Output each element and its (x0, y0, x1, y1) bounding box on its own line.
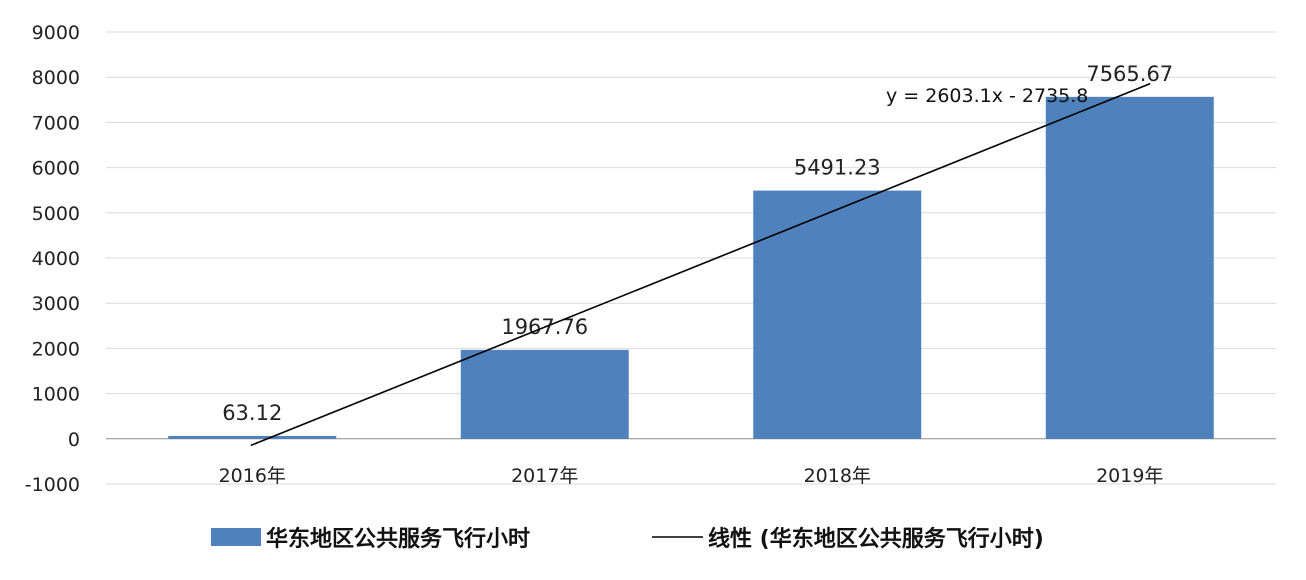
y-tick-label: 9000 (32, 22, 80, 44)
y-axis-tick-labels: -1000 0 1000 2000 3000 4000 5000 6000 7000 8000 90… (25, 22, 80, 496)
y-tick-label: 2000 (32, 338, 80, 360)
y-tick-label: 0 (68, 429, 80, 451)
y-tick-label: 6000 (32, 158, 80, 180)
x-axis-category-labels: 2016年 2017年 2018年 2019年 (219, 465, 1164, 487)
trendline (250, 82, 1151, 447)
legend-bar-label: 华东地区公共服务飞行小时 (266, 526, 530, 552)
bar (753, 190, 922, 439)
x-tick-label: 2017年 (511, 465, 578, 487)
y-tick-label: 5000 (32, 203, 80, 225)
bar (460, 349, 629, 439)
legend-bar-swatch (211, 528, 261, 546)
data-label: 63.12 (222, 401, 282, 425)
bar-series (168, 96, 1214, 439)
legend: 华东地区公共服务飞行小时 线性 (华东地区公共服务飞行小时) (211, 526, 1044, 552)
x-tick-label: 2019年 (1096, 465, 1163, 487)
x-tick-label: 2016年 (219, 465, 286, 487)
bar (1045, 96, 1214, 439)
legend-trendline-label: 线性 (华东地区公共服务飞行小时) (708, 526, 1044, 552)
y-tick-label: -1000 (25, 474, 80, 496)
data-label: 7565.67 (1086, 62, 1173, 86)
y-tick-label: 7000 (32, 112, 80, 134)
bar (168, 435, 337, 439)
y-tick-label: 4000 (32, 248, 80, 270)
trendline-equation: y = 2603.1x - 2735.8 (886, 85, 1088, 107)
y-tick-label: 1000 (32, 384, 80, 406)
x-tick-label: 2018年 (804, 465, 871, 487)
y-tick-label: 8000 (32, 67, 80, 89)
data-label: 5491.23 (794, 156, 881, 180)
y-tick-label: 3000 (32, 293, 80, 315)
